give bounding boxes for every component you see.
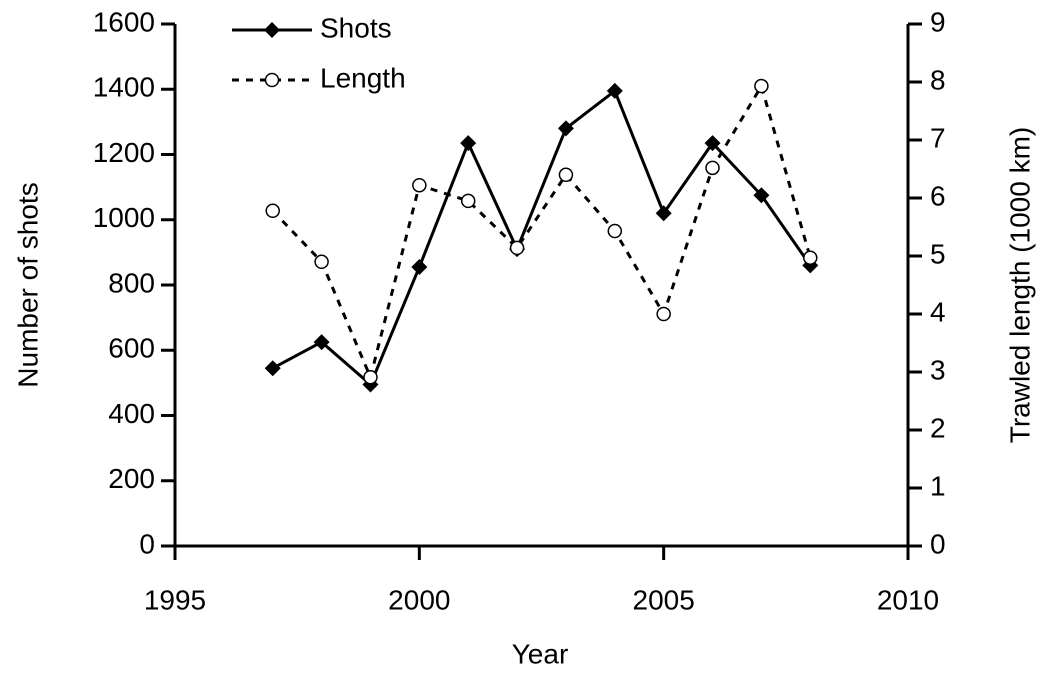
data-point xyxy=(606,82,623,99)
data-point xyxy=(265,203,280,219)
data-point xyxy=(656,306,671,322)
y-tick-label: 400 xyxy=(108,398,155,429)
x-tick-label: 2005 xyxy=(633,584,695,615)
y-tick-label: 1400 xyxy=(93,72,155,103)
y2-tick-label: 7 xyxy=(930,122,946,153)
y-tick-label: 1000 xyxy=(93,202,155,233)
data-point xyxy=(557,120,574,137)
x-tick-label: 2000 xyxy=(388,584,450,615)
y2-tick-label: 5 xyxy=(930,238,946,269)
data-point xyxy=(411,259,428,276)
y-tick-label: 1600 xyxy=(93,6,155,37)
data-point xyxy=(509,240,525,256)
y-axis-label: Number of shots xyxy=(12,182,43,387)
y-tick-label: 1200 xyxy=(93,137,155,168)
data-point xyxy=(754,78,769,94)
y2-tick-label: 3 xyxy=(930,354,946,385)
series-line xyxy=(271,82,812,382)
y2-tick-label: 9 xyxy=(930,6,946,37)
y2-tick-label: 8 xyxy=(930,64,946,95)
y2-tick-label: 4 xyxy=(930,296,946,327)
x-tick-label: 1995 xyxy=(144,584,206,615)
legend-label: Length xyxy=(320,62,406,93)
data-point xyxy=(460,193,476,209)
data-point xyxy=(655,205,672,222)
data-point xyxy=(803,250,818,265)
data-point xyxy=(753,187,770,204)
y-tick-label: 200 xyxy=(108,463,155,494)
y2-tick-label: 1 xyxy=(930,470,946,501)
x-axis-label: Year xyxy=(512,638,569,669)
legend-marker xyxy=(264,22,280,38)
y-tick-label: 800 xyxy=(108,267,155,298)
data-point xyxy=(264,360,281,377)
legend-marker xyxy=(264,72,280,88)
data-point xyxy=(704,135,721,152)
data-point xyxy=(363,369,378,385)
legend-label: Shots xyxy=(320,12,392,43)
data-point xyxy=(705,160,720,176)
y2-tick-label: 0 xyxy=(930,528,946,559)
y2-tick-label: 6 xyxy=(930,180,946,211)
y2-tick-label: 2 xyxy=(930,412,946,443)
y2-axis-label: Trawled length (1000 km) xyxy=(1004,127,1035,443)
data-point xyxy=(607,223,623,239)
y-tick-label: 600 xyxy=(108,333,155,364)
data-point xyxy=(558,167,574,183)
data-point xyxy=(314,254,329,270)
x-tick-label: 2010 xyxy=(877,584,939,615)
y-tick-label: 0 xyxy=(139,528,155,559)
data-point xyxy=(412,177,427,193)
data-point xyxy=(460,135,477,152)
data-point xyxy=(313,334,330,351)
